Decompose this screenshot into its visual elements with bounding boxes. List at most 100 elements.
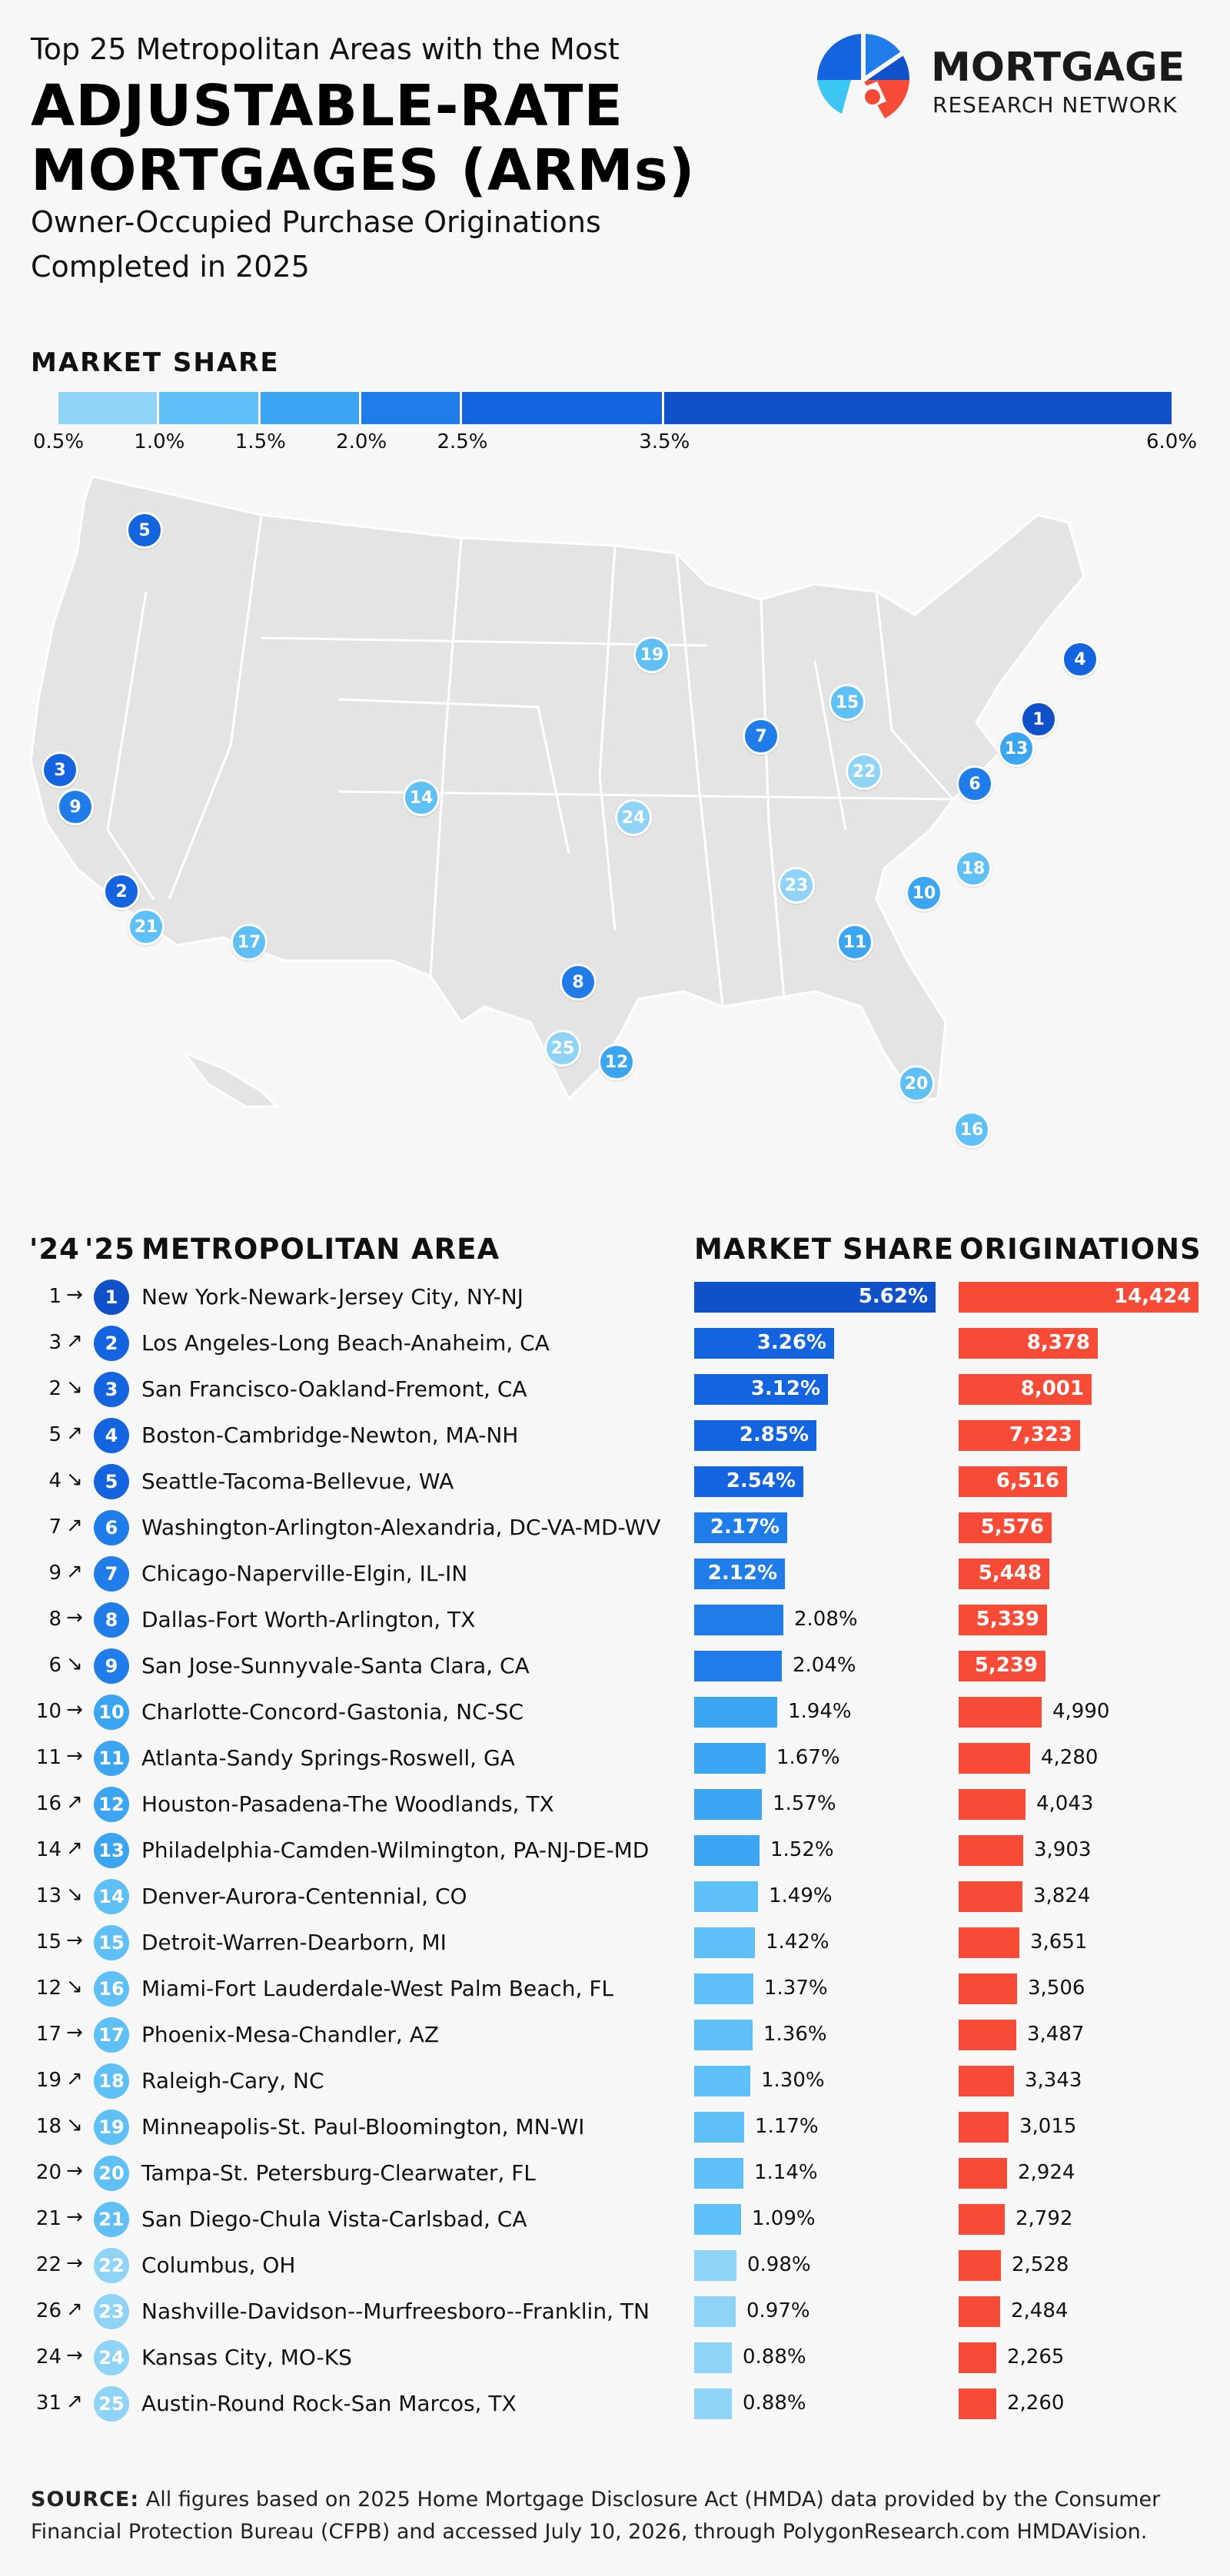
trend-arrow-icon: ↗ bbox=[66, 2298, 83, 2321]
rank-badge: 18 bbox=[94, 2063, 129, 2099]
us-outline bbox=[29, 475, 1085, 1100]
originations-label: 2,792 bbox=[1016, 2207, 1073, 2230]
rank-badge: 3 bbox=[94, 1372, 129, 1407]
metro-pin-23: 23 bbox=[778, 867, 815, 904]
share-bar bbox=[694, 1927, 755, 1958]
legend-segment bbox=[361, 392, 463, 424]
table-row: 31 ↗ 25 Austin-Round Rock-San Marcos, TX 0.8… bbox=[0, 2381, 1230, 2427]
originations-bar bbox=[959, 1466, 1067, 1497]
share-bar bbox=[694, 1374, 828, 1405]
originations-bar bbox=[959, 2388, 996, 2419]
share-label: 1.52% bbox=[770, 1838, 834, 1861]
share-label: 1.42% bbox=[766, 1930, 829, 1954]
prev-rank: 2 bbox=[48, 1377, 62, 1400]
share-label: 2.12% bbox=[707, 1562, 777, 1585]
trend-arrow-icon: ↘ bbox=[66, 1376, 83, 1399]
originations-header: ORIGINATIONS bbox=[959, 1233, 1202, 1266]
table-row: 20 → 20 Tampa-St. Petersburg-Clearwater, FL… bbox=[0, 2150, 1230, 2196]
chart-title: ADJUSTABLE-RATE MORTGAGES (ARMs) bbox=[31, 73, 696, 204]
rank-badge: 19 bbox=[94, 2110, 129, 2145]
table-row: 21 → 21 San Diego-Chula Vista-Carlsbad, CA 1… bbox=[0, 2196, 1230, 2242]
metro-name: Los Angeles-Long Beach-Anaheim, CA bbox=[141, 1330, 550, 1356]
rank-badge: 14 bbox=[94, 1879, 129, 1914]
originations-bar bbox=[959, 2158, 1007, 2189]
legend-tick-label: 0.5% bbox=[32, 430, 85, 453]
originations-bar bbox=[959, 2066, 1014, 2096]
legend-segment bbox=[159, 392, 261, 424]
source-note: SOURCE: All figures based on 2025 Home M… bbox=[31, 2484, 1207, 2548]
prev-rank: 6 bbox=[48, 1654, 62, 1677]
originations-label: 2,528 bbox=[1012, 2253, 1069, 2276]
trend-arrow-icon: ↘ bbox=[66, 2113, 83, 2136]
legend-segment bbox=[260, 392, 362, 424]
prev-rank: 24 bbox=[35, 2345, 62, 2369]
trend-arrow-icon: ↘ bbox=[66, 1883, 83, 1906]
prev-rank: 1 bbox=[48, 1285, 62, 1308]
share-label: 0.88% bbox=[743, 2345, 806, 2369]
metro-name: Kansas City, MO-KS bbox=[141, 2345, 352, 2370]
share-label: 1.67% bbox=[776, 1746, 840, 1769]
logo-wordmark: MORTGAGE bbox=[931, 45, 1185, 91]
share-bar bbox=[694, 1697, 777, 1728]
trend-arrow-icon: ↘ bbox=[66, 1975, 83, 1998]
originations-bar bbox=[959, 2296, 1000, 2327]
table-row: 8 → 8 Dallas-Fort Worth-Arlington, TX 2.08% 5… bbox=[0, 1597, 1230, 1643]
table-row: 24 → 24 Kansas City, MO-KS 0.88% 2,265 bbox=[0, 2335, 1230, 2381]
originations-bar bbox=[959, 1512, 1052, 1543]
legend-tick-label: 2.0% bbox=[336, 430, 387, 453]
share-header: MARKET SHARE bbox=[694, 1233, 955, 1266]
originations-label: 3,487 bbox=[1027, 2023, 1085, 2046]
prev-rank: 4 bbox=[48, 1469, 62, 1492]
metro-pin-8: 8 bbox=[560, 964, 597, 1001]
share-label: 1.49% bbox=[769, 1884, 833, 1907]
share-bar bbox=[694, 2066, 750, 2096]
originations-bar bbox=[959, 1881, 1022, 1912]
table-row: 9 ↗ 7 Chicago-Naperville-Elgin, IL-IN 2.12% 5… bbox=[0, 1551, 1230, 1597]
share-bar bbox=[694, 1420, 816, 1451]
trend-arrow-icon: ↗ bbox=[66, 2390, 83, 2413]
table-row: 13 ↘ 14 Denver-Aurora-Centennial, CO 1.49% 3,… bbox=[0, 1874, 1230, 1920]
prev-rank: 5 bbox=[48, 1423, 62, 1446]
originations-label: 6,516 bbox=[996, 1469, 1059, 1492]
prev-rank: 13 bbox=[35, 1884, 62, 1907]
originations-bar bbox=[959, 2250, 1001, 2281]
source-text: All figures based on 2025 Home Mortgage … bbox=[31, 2488, 1161, 2544]
originations-label: 5,339 bbox=[976, 1608, 1039, 1631]
originations-label: 3,343 bbox=[1025, 2069, 1082, 2092]
legend-tick-label: 1.5% bbox=[234, 430, 286, 453]
prev-rank: 22 bbox=[35, 2253, 62, 2276]
metro-name: Austin-Round Rock-San Marcos, TX bbox=[141, 2391, 517, 2416]
share-label: 1.17% bbox=[755, 2115, 819, 2138]
prev-rank: 10 bbox=[35, 1700, 62, 1723]
metro-pin-24: 24 bbox=[615, 799, 652, 836]
legend-segment bbox=[462, 392, 665, 424]
color-scale-legend bbox=[58, 392, 1172, 424]
trend-arrow-icon: → bbox=[66, 1698, 83, 1721]
metro-name: Houston-Pasadena-The Woodlands, TX bbox=[141, 1791, 554, 1817]
table-row: 4 ↘ 5 Seattle-Tacoma-Bellevue, WA 2.54% 6,516 bbox=[0, 1459, 1230, 1505]
metro-pin-4: 4 bbox=[1062, 641, 1099, 678]
rank-badge: 10 bbox=[94, 1695, 129, 1730]
prev-rank: 31 bbox=[35, 2392, 62, 2415]
trend-arrow-icon: ↘ bbox=[66, 1468, 83, 1491]
share-bar bbox=[694, 1605, 783, 1635]
share-bar bbox=[694, 1282, 936, 1313]
rank-badge: 22 bbox=[94, 2248, 129, 2283]
chart-subtitle: Owner-Occupied Purchase Originations Com… bbox=[31, 205, 601, 284]
rank-badge: 15 bbox=[94, 1925, 129, 1960]
trend-arrow-icon: → bbox=[66, 1606, 83, 1629]
rank-badge: 21 bbox=[94, 2202, 129, 2237]
metro-name: Phoenix-Mesa-Chandler, AZ bbox=[141, 2022, 440, 2047]
trend-arrow-icon: ↘ bbox=[66, 1652, 83, 1675]
prev-rank: 15 bbox=[35, 1930, 62, 1954]
metro-pin-20: 20 bbox=[898, 1065, 935, 1102]
prev-rank: 18 bbox=[35, 2115, 62, 2138]
originations-label: 3,824 bbox=[1033, 1884, 1091, 1907]
prev-rank: 8 bbox=[48, 1608, 62, 1631]
trend-arrow-icon: ↗ bbox=[66, 1837, 83, 1860]
rank-badge: 1 bbox=[94, 1280, 129, 1315]
metro-name: New York-Newark-Jersey City, NY-NJ bbox=[141, 1284, 524, 1310]
metro-pin-15: 15 bbox=[829, 684, 866, 721]
table-row: 1 → 1 New York-Newark-Jersey City, NY-NJ 5.6… bbox=[0, 1274, 1230, 1320]
originations-label: 5,239 bbox=[974, 1654, 1038, 1677]
